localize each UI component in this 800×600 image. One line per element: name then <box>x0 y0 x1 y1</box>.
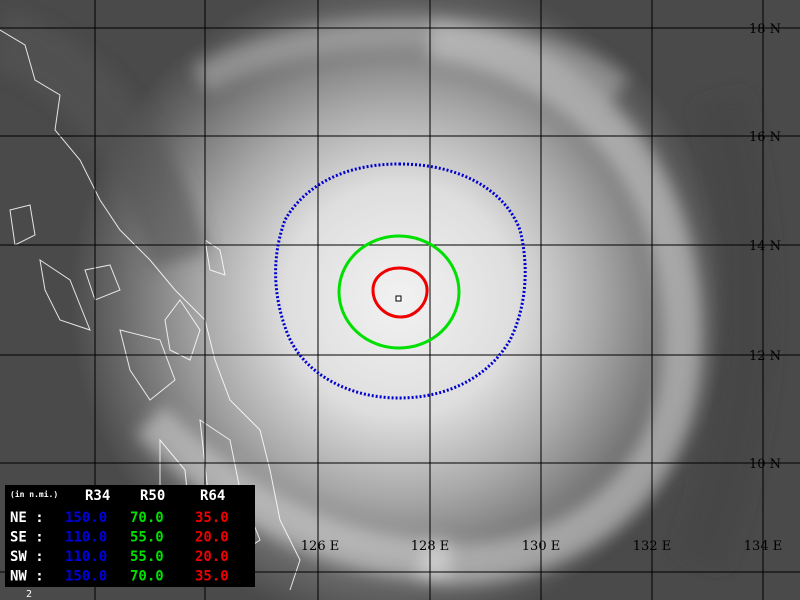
table-cell: 150.0 <box>65 569 107 585</box>
table-cell: 55.0 <box>130 530 164 546</box>
table-cell: SE : <box>10 530 44 546</box>
lon-label: 128 E <box>411 539 449 554</box>
lon-label: 134 E <box>744 539 782 554</box>
table-cell: 35.0 <box>195 569 229 585</box>
lon-label: 126 E <box>301 539 339 554</box>
lat-label: 16 N <box>749 130 781 145</box>
r34-radius <box>274 162 527 400</box>
table-cell: 150.0 <box>65 510 107 526</box>
header-cell: R34 <box>85 488 110 504</box>
wind-radii-table <box>5 485 255 587</box>
header-cell: R64 <box>200 488 225 504</box>
table-cell: NW : <box>10 569 44 585</box>
footer: 2 <box>26 589 32 600</box>
unit-label: (in n.mi.) <box>10 489 58 499</box>
lat-label: 10 N <box>749 457 781 472</box>
table-cell: 55.0 <box>130 549 164 565</box>
lon-label: 132 E <box>633 539 671 554</box>
table-cell: 70.0 <box>130 569 164 585</box>
lat-label: 18 N <box>749 22 781 37</box>
table-cell: 110.0 <box>65 530 107 546</box>
r50-radius <box>337 234 461 350</box>
storm-center <box>395 295 402 302</box>
coordinate-labels: 18 N 16 N 14 N 12 N 10 N 126 E 128 E 130 E 132 E… <box>301 22 782 554</box>
cloud-bands <box>0 10 773 584</box>
lat-label: 12 N <box>749 349 781 364</box>
lon-label: 130 E <box>522 539 560 554</box>
table-cell: 70.0 <box>130 510 164 526</box>
table-text: (in n.mi.) R34 R50 R64 NE : 150.0 70.0 35.0 SE :… <box>10 488 229 585</box>
table-cell: 20.0 <box>195 530 229 546</box>
table-cell: 35.0 <box>195 510 229 526</box>
table-cell: 110.0 <box>65 549 107 565</box>
table-cell: 20.0 <box>195 549 229 565</box>
table-cell: NE : <box>10 510 44 526</box>
lat-label: 14 N <box>749 239 781 254</box>
table-cell: SW : <box>10 549 44 565</box>
header-cell: R50 <box>140 488 165 504</box>
r64-radius <box>371 266 429 319</box>
